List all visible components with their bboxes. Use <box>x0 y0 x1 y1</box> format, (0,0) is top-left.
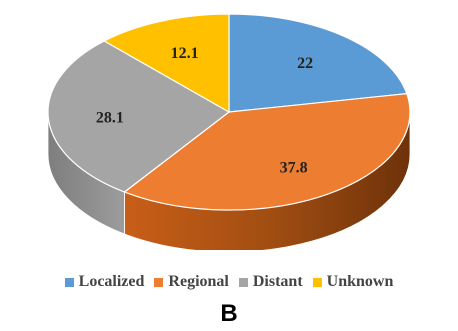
legend-label-regional: Regional <box>168 273 229 290</box>
data-label-distant: 28.1 <box>96 110 124 127</box>
data-labels: 22 37.8 28.1 12.1 <box>96 45 313 176</box>
pie-slice-unknown <box>103 13 230 114</box>
panel-label: B <box>220 300 238 327</box>
legend: Localized Regional Distant Unknown <box>0 273 458 291</box>
legend-item-localized: Localized <box>64 273 145 291</box>
data-label-unknown: 12.1 <box>171 45 199 62</box>
legend-swatch-distant <box>238 277 248 287</box>
legend-label-unknown: Unknown <box>326 273 394 290</box>
pie-slice-localized <box>228 13 408 113</box>
data-label-localized: 22 <box>297 55 313 72</box>
legend-label-localized: Localized <box>78 273 145 290</box>
legend-item-unknown: Unknown <box>312 273 394 291</box>
legend-swatch-unknown <box>312 277 322 287</box>
pie-slice-distant <box>47 40 231 193</box>
data-label-regional: 37.8 <box>280 159 308 176</box>
pie-slice-regional <box>123 92 411 211</box>
pie-tops <box>47 13 411 211</box>
legend-item-regional: Regional <box>154 273 229 291</box>
legend-label-distant: Distant <box>252 273 303 290</box>
legend-swatch-localized <box>64 277 74 287</box>
legend-swatch-regional <box>154 277 164 287</box>
legend-item-distant: Distant <box>238 273 303 291</box>
pie-chart: 22 37.8 28.1 12.1 <box>47 13 411 250</box>
